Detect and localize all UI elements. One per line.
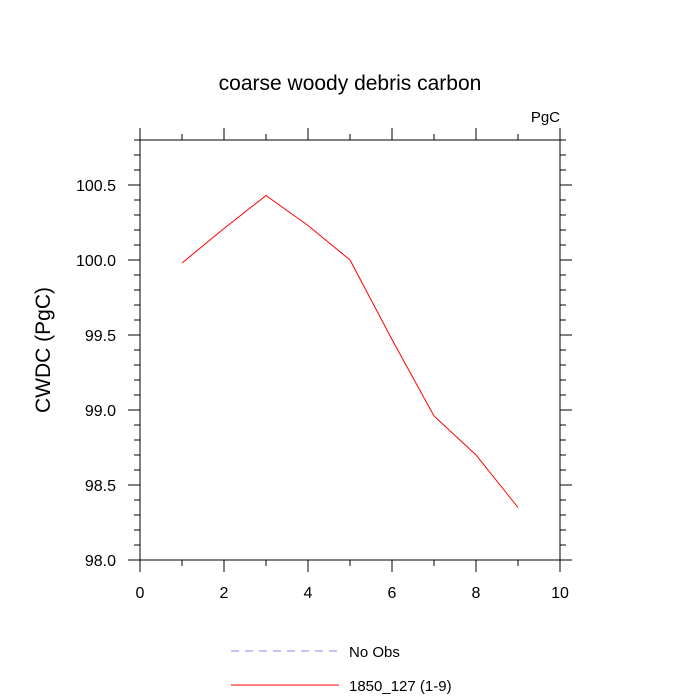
chart-title: coarse woody debris carbon [219, 72, 482, 95]
units-label: PgC [531, 109, 560, 126]
y-tick-label: 98.5 [85, 478, 116, 495]
x-tick-label: 0 [136, 585, 145, 602]
y-tick-label: 98.0 [85, 553, 116, 570]
legend-label: 1850_127 (1-9) [349, 678, 452, 695]
y-tick-label: 100.0 [76, 253, 116, 270]
x-tick-label: 8 [472, 585, 481, 602]
axis-ticks: 0 2 4 6 8 10 98.0 98.5 99.0 99.5 100.0 100.5 [76, 128, 572, 602]
y-axis-label: CWDC (PgC) [32, 287, 55, 413]
x-tick-label: 2 [220, 585, 229, 602]
y-tick-label: 100.5 [76, 178, 116, 195]
x-tick-label: 10 [551, 585, 569, 602]
series-line [181, 194, 519, 508]
y-tick-label: 99.0 [85, 403, 116, 420]
series-layer [181, 194, 519, 508]
legend-label: No Obs [349, 644, 400, 661]
plot-frame [139, 139, 561, 561]
x-tick-label: 6 [388, 585, 397, 602]
legend: No Obs 1850_127 (1-9) [231, 644, 452, 695]
x-tick-label: 4 [304, 585, 313, 602]
y-tick-label: 99.5 [85, 328, 116, 345]
